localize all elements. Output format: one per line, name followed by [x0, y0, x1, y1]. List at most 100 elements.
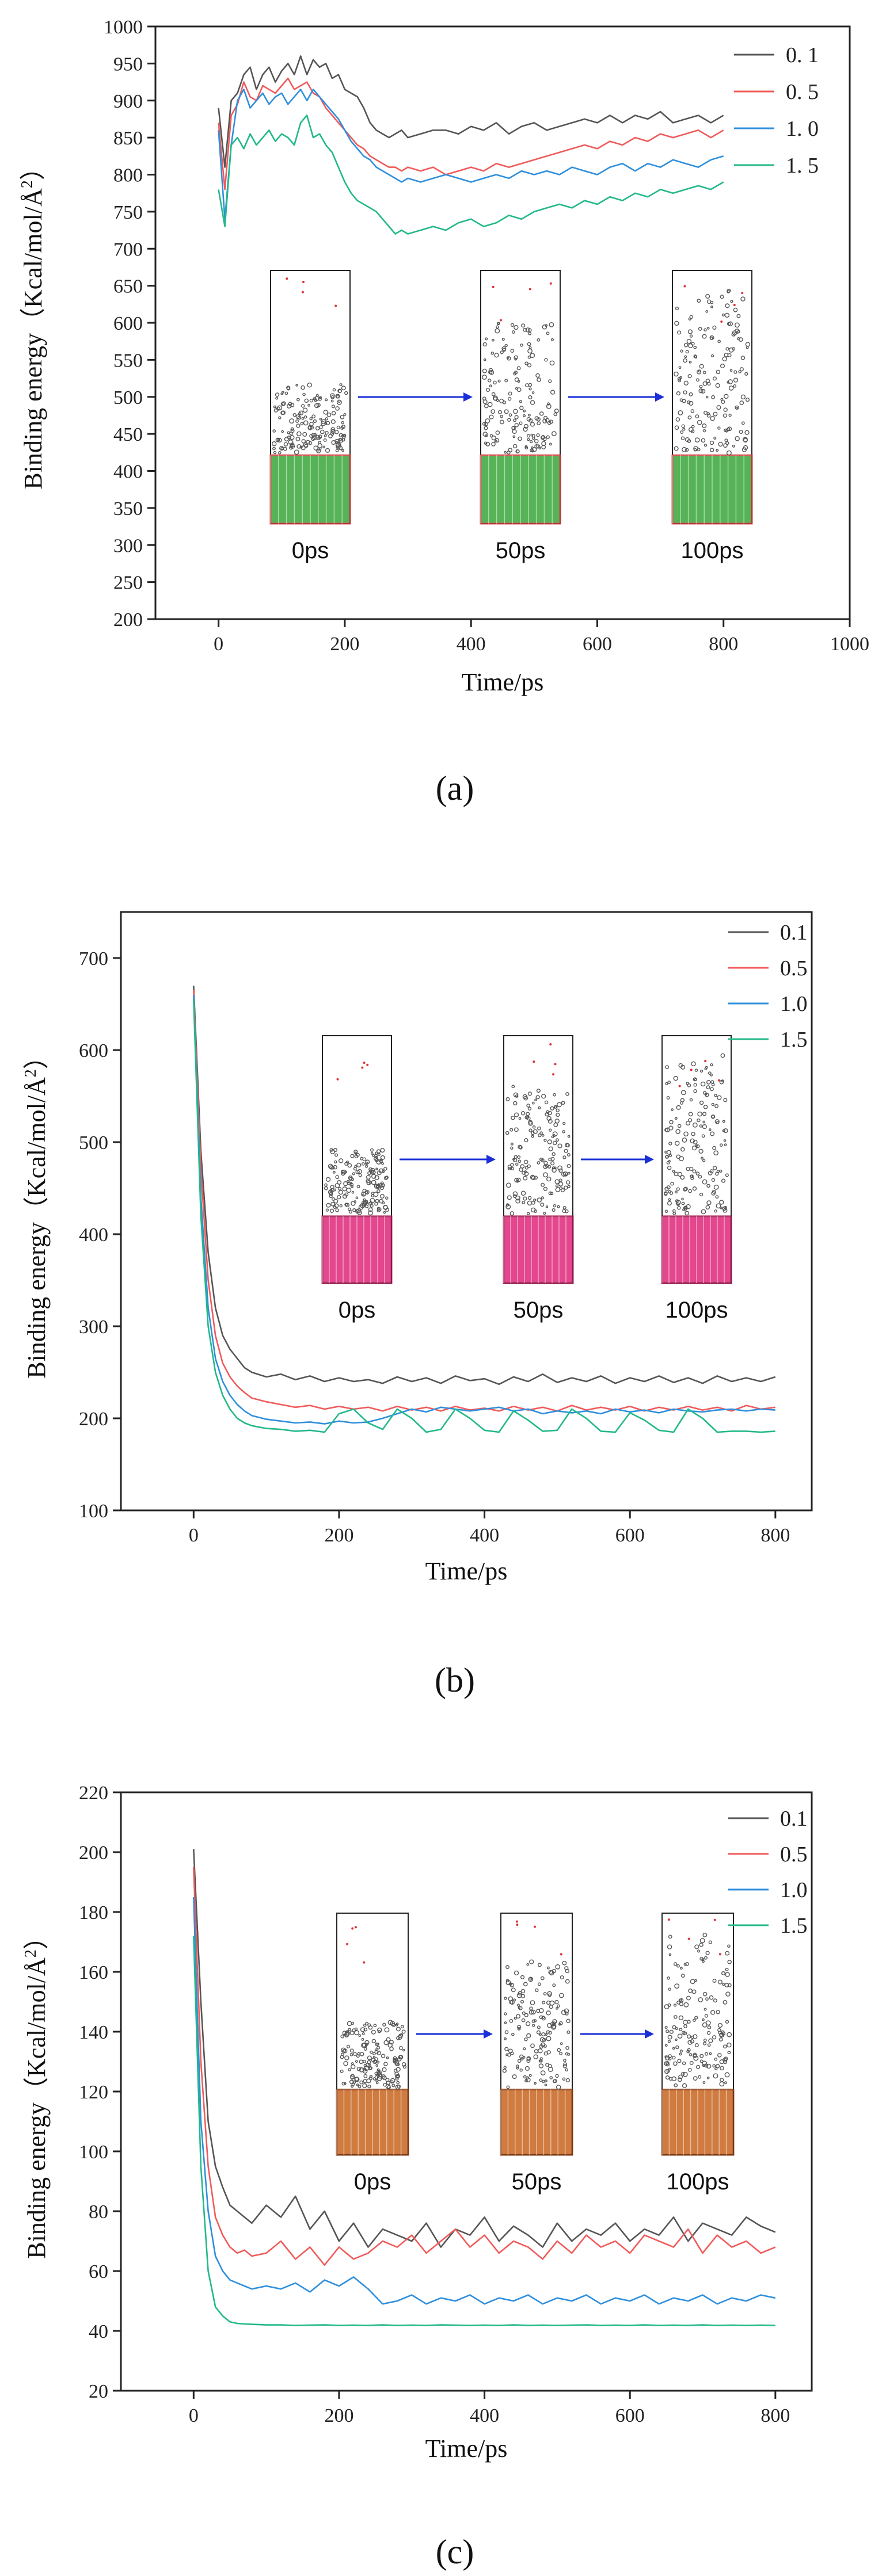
- molecule-atom: [504, 1997, 507, 2000]
- molecule-atom: [546, 1110, 550, 1114]
- molecule-atom: [523, 1196, 527, 1201]
- molecule-atom: [516, 2066, 519, 2070]
- molecule-atom: [558, 1168, 563, 1173]
- molecule-atom: [512, 1191, 518, 1197]
- molecule-atom: [382, 2067, 387, 2073]
- molecule-atom: [738, 370, 742, 373]
- legend: 0. 1 0. 5 1. 0 1. 5: [734, 43, 819, 178]
- molecule-atom: [530, 446, 534, 449]
- molecule-atom: [665, 2075, 670, 2080]
- molecule-atom: [667, 1081, 671, 1084]
- molecule-atom: [559, 2051, 563, 2055]
- molecule-atom: [380, 1181, 384, 1185]
- molecule-atom: [705, 1997, 709, 2001]
- molecule-atom: [372, 2055, 376, 2059]
- molecule-atom: [354, 1154, 359, 1159]
- molecule-atom: [554, 1119, 560, 1124]
- molecule-atom: [679, 398, 683, 402]
- molecule-atom: [545, 418, 550, 423]
- molecule-atom: [338, 1190, 343, 1195]
- molecule-atom: [524, 1166, 528, 1170]
- molecule-atom: [562, 1960, 567, 1966]
- legend-label: 0.1: [780, 921, 808, 945]
- molecule-atom: [501, 346, 507, 351]
- molecule-atom: [722, 1983, 725, 1986]
- molecule-atom: [359, 2052, 364, 2056]
- molecule-atom: [683, 390, 687, 395]
- molecule-atom: [321, 419, 326, 425]
- molecule-atom: [704, 444, 708, 447]
- molecule-atom: [675, 417, 680, 422]
- y-tick-label: 1000: [104, 17, 143, 38]
- molecule-atom: [538, 1133, 542, 1138]
- molecule-atom: [494, 353, 499, 358]
- molecule-atom: [511, 1116, 515, 1120]
- molecule-atom: [528, 2074, 532, 2077]
- molecule-atom: [365, 1204, 369, 1208]
- molecule-atom: [562, 1171, 568, 1177]
- molecule-atom: [725, 2020, 729, 2024]
- molecule-atom: [682, 1138, 687, 1143]
- molecule-atom: [565, 1143, 569, 1147]
- molecule-atom: [354, 2027, 358, 2031]
- molecule-atom: [386, 2056, 389, 2059]
- molecule-atom: [530, 422, 535, 427]
- molecule-atom: [510, 349, 515, 353]
- molecule-atom: [330, 419, 336, 424]
- molecule-atom: [721, 1079, 724, 1083]
- molecule-atom: [737, 337, 740, 341]
- molecule-atom: [694, 1979, 697, 1982]
- molecule-atom: [375, 2079, 379, 2083]
- molecule-atom: [519, 2054, 524, 2059]
- molecule-atom: [669, 2029, 674, 2034]
- molecule-atom: [675, 2038, 678, 2041]
- molecule-atom: [565, 2078, 570, 2083]
- molecule-atom: [329, 1148, 333, 1152]
- molecule-atom: [675, 1140, 680, 1146]
- molecule-atom: [702, 2041, 707, 2045]
- molecule-atom: [347, 2021, 352, 2027]
- molecule-atom: [743, 445, 748, 451]
- molecule-atom: [323, 410, 328, 415]
- molecule-atom: [527, 1164, 531, 1168]
- molecule-atom: [540, 1203, 545, 1207]
- molecule-atom: [685, 437, 690, 442]
- molecule-atom: [552, 1983, 556, 1987]
- molecule-atom: [707, 2025, 712, 2029]
- molecule-atom: [544, 2083, 547, 2086]
- molecule-atom: [352, 2080, 356, 2084]
- molecule-atom: [731, 332, 736, 337]
- molecule-atom: [523, 423, 528, 429]
- molecule-atom: [316, 448, 321, 453]
- molecule-atom: [375, 1151, 378, 1155]
- molecule-atom: [347, 1180, 350, 1184]
- molecule-atom: [370, 2050, 373, 2054]
- molecule-atom: [507, 1195, 512, 1200]
- molecule-atom: [374, 2072, 378, 2075]
- molecule-atom: [335, 449, 339, 452]
- molecule-atom: [372, 1154, 375, 1157]
- molecule-atom: [530, 1174, 535, 1180]
- molecule-atom: [275, 396, 279, 400]
- molecule-atom: [715, 2064, 720, 2069]
- molecule-atom: [402, 2064, 407, 2069]
- transition-arrow: [358, 392, 473, 402]
- stray-atom: [301, 291, 304, 293]
- molecule-atom: [717, 339, 721, 344]
- molecule-atom: [355, 2060, 358, 2063]
- molecule-atom: [666, 2029, 670, 2033]
- molecule-atom: [693, 2018, 696, 2022]
- md-snapshots: 0ps 50ps 100ps: [321, 1035, 732, 1323]
- molecule-atom: [508, 2048, 513, 2054]
- molecule-atom: [517, 2059, 522, 2063]
- molecule-atom: [515, 2064, 519, 2068]
- molecule-atom: [706, 413, 711, 418]
- molecule-atom: [691, 1145, 697, 1151]
- molecule-atom: [281, 430, 284, 433]
- molecule-atom: [691, 425, 695, 429]
- molecule-atom: [687, 2048, 691, 2052]
- molecule-atom: [514, 1178, 519, 1183]
- molecule-atom: [366, 2078, 371, 2083]
- molecule-atom: [677, 1124, 682, 1128]
- molecule-atom: [664, 2044, 668, 2047]
